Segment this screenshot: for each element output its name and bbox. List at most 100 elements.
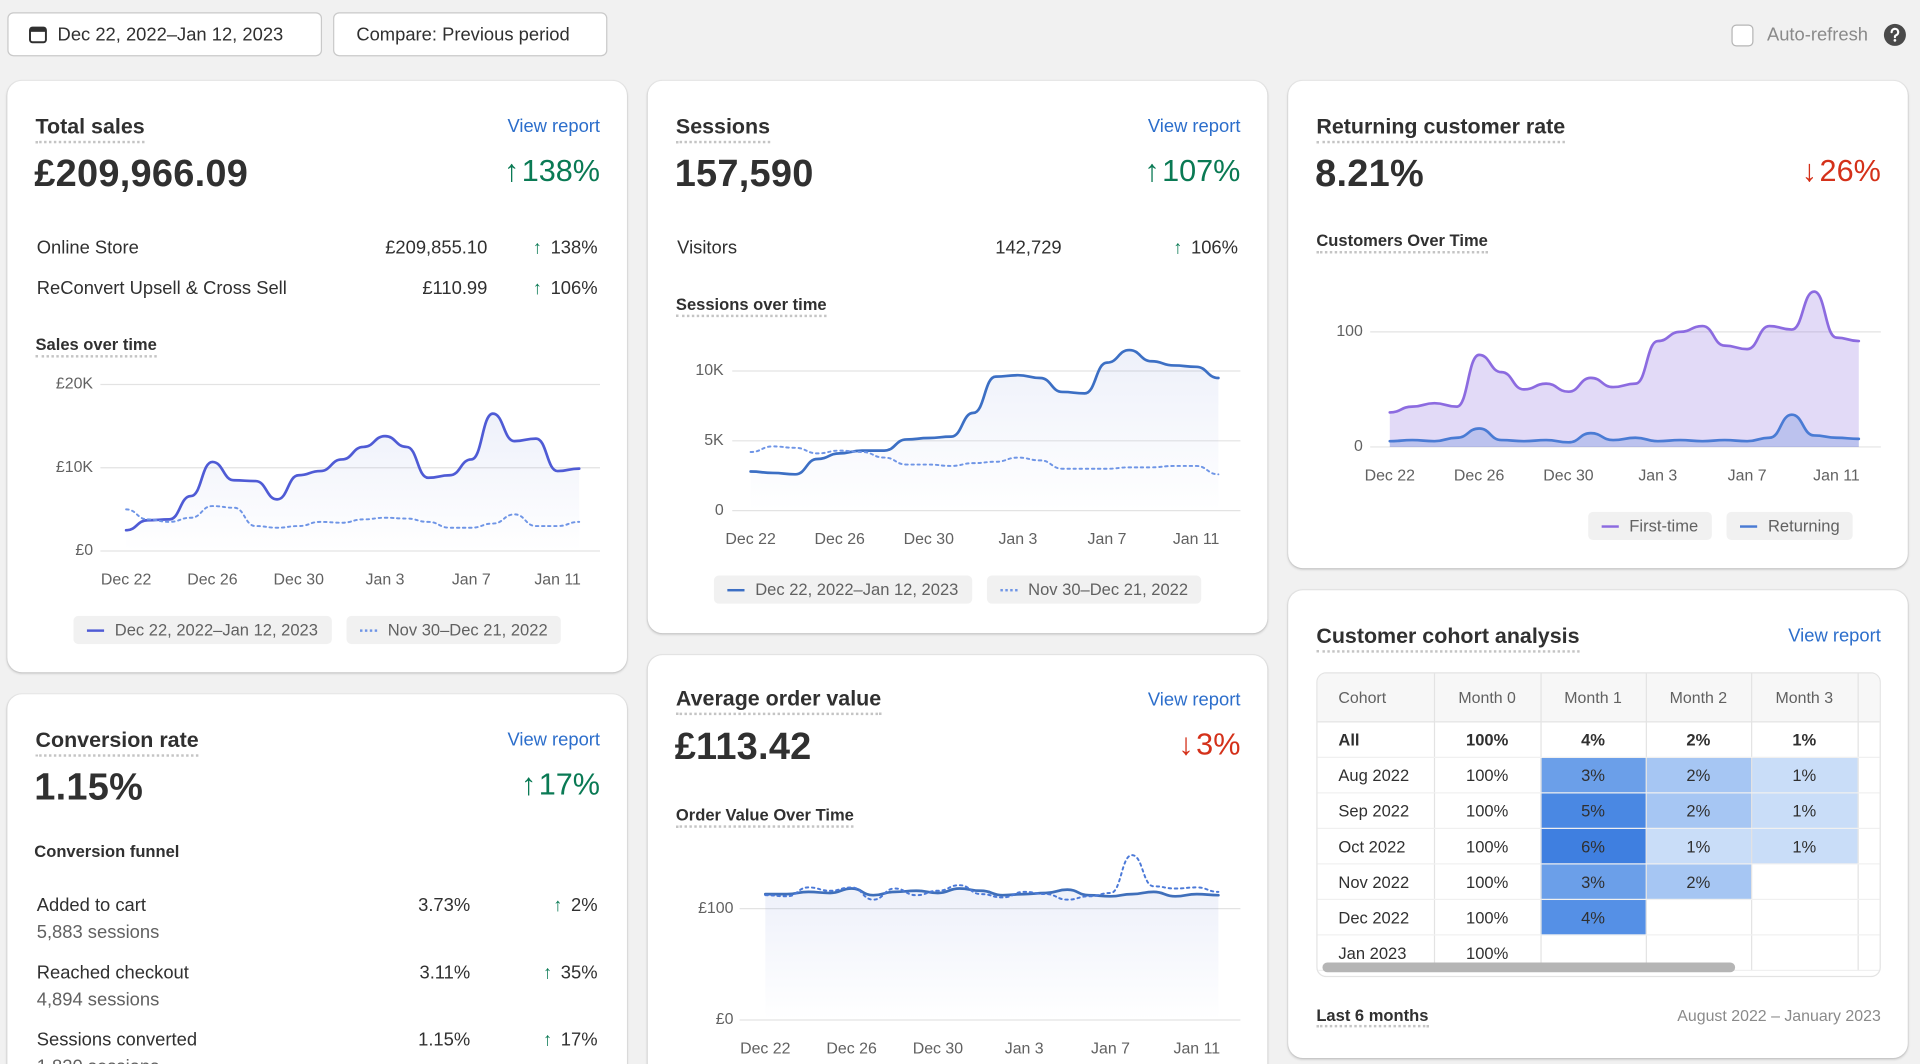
cohort-cell xyxy=(1751,863,1859,901)
scrollbar[interactable] xyxy=(1322,962,1736,973)
legend-swatch xyxy=(86,628,104,632)
legend-swatch xyxy=(727,588,745,591)
cohort-cell: Nov 2022 xyxy=(1317,863,1435,901)
funnel-rate: 1.15% xyxy=(418,1029,471,1051)
legend-label: First-time xyxy=(1629,516,1699,536)
legend-label: Dec 22, 2022–Jan 12, 2023 xyxy=(114,620,318,640)
funnel-change: 17% xyxy=(543,1030,598,1051)
view-report-link[interactable]: View report xyxy=(1788,625,1881,647)
legend: Dec 22, 2022–Jan 12, 2023 Nov 30–Dec 21, … xyxy=(7,615,627,645)
legend-label: Dec 22, 2022–Jan 12, 2023 xyxy=(755,580,959,599)
column-header: Cohort xyxy=(1317,673,1435,723)
compare-label: Compare: Previous period xyxy=(356,23,570,45)
chart-title: Sessions over time xyxy=(675,295,827,318)
cohort-row: All 100% 4% 2% 1% xyxy=(1317,721,1880,758)
breakdown-change: 138% xyxy=(533,238,598,259)
view-report-link[interactable]: View report xyxy=(1147,116,1241,138)
breakdown-value: 142,729 xyxy=(995,237,1062,259)
cohort-row: Nov 2022 100% 3% 2% xyxy=(1317,863,1880,901)
cohort-cell: 100% xyxy=(1433,721,1542,758)
auto-refresh-checkbox[interactable] xyxy=(1731,24,1754,47)
cohort-cell: 100% xyxy=(1433,863,1542,901)
column-header: Month 0 xyxy=(1433,673,1542,723)
cohort-cell: All xyxy=(1317,721,1435,758)
cohort-cell xyxy=(1645,899,1752,936)
cohort-cell: 100% xyxy=(1433,828,1542,865)
view-report-link[interactable]: View report xyxy=(1147,689,1241,711)
cohort-card: Customer cohort analysis View report Coh… xyxy=(1288,590,1908,1058)
legend-item: Returning xyxy=(1726,511,1854,541)
card-title: Customer cohort analysis xyxy=(1316,623,1580,653)
legend-item: First-time xyxy=(1587,511,1712,541)
funnel-change: 2% xyxy=(553,895,598,916)
cohort-cell: 100% xyxy=(1433,757,1542,794)
legend-item: Dec 22, 2022–Jan 12, 2023 xyxy=(73,615,332,645)
cohort-cell xyxy=(1857,792,1880,829)
cohort-cell: 2% xyxy=(1645,721,1752,758)
cohort-cell: 1% xyxy=(1751,721,1859,758)
funnel-label: Added to cart xyxy=(36,895,147,916)
metric-value: £209,966.09 xyxy=(34,151,249,195)
funnel-title: Conversion funnel xyxy=(34,842,180,861)
breakdown-value: £209,855.10 xyxy=(385,237,488,259)
total-sales-card: Total sales View report £209,966.09 138%… xyxy=(7,80,627,673)
compare-button[interactable]: Compare: Previous period xyxy=(333,12,608,57)
header-row: Cohort Month 0 Month 1 Month 2 Month 3 xyxy=(1317,673,1880,723)
view-report-link[interactable]: View report xyxy=(507,116,601,138)
cohort-cell xyxy=(1857,934,1880,972)
aov-card: Average order value View report £113.42 … xyxy=(647,655,1268,1064)
cohort-range: August 2022 – January 2023 xyxy=(1677,1006,1881,1025)
breakdown-label: ReConvert Upsell & Cross Sell xyxy=(36,277,287,299)
cohort-cell: 5% xyxy=(1540,792,1647,829)
cohort-cell xyxy=(1751,934,1859,972)
card-title: Conversion rate xyxy=(35,727,199,757)
legend-swatch xyxy=(359,628,377,632)
view-report-link[interactable]: View report xyxy=(507,729,601,751)
chart-title: Sales over time xyxy=(35,336,157,358)
breakdown-value: £110.99 xyxy=(422,277,488,299)
metric-value: 1.15% xyxy=(34,765,144,809)
metric-change: 138% xyxy=(504,154,600,190)
legend-item: Nov 30–Dec 21, 2022 xyxy=(986,575,1202,604)
card-title: Returning customer rate xyxy=(1316,114,1566,144)
help-icon[interactable] xyxy=(1883,23,1906,46)
legend: Dec 22, 2022–Jan 12, 2023 Nov 30–Dec 21, … xyxy=(648,575,1268,604)
cohort-table: Cohort Month 0 Month 1 Month 2 Month 3 All 100… xyxy=(1317,673,1880,972)
calendar-icon xyxy=(29,26,47,44)
chart-title: Order Value Over Time xyxy=(675,806,854,828)
cohort-period: Last 6 months xyxy=(1316,1007,1429,1028)
legend-swatch xyxy=(999,588,1018,591)
column-header: Month 3 xyxy=(1751,673,1859,723)
cohort-cell: 1% xyxy=(1751,828,1859,865)
cohort-cell: 100% xyxy=(1433,899,1542,936)
cohort-cell: 3% xyxy=(1540,863,1647,901)
funnel-label: Reached checkout xyxy=(36,962,189,984)
cohort-cell: 2% xyxy=(1645,863,1752,901)
legend-label: Nov 30–Dec 21, 2022 xyxy=(387,620,548,640)
cohort-cell: Dec 2022 xyxy=(1317,899,1435,936)
cohort-cell xyxy=(1857,899,1880,936)
column-header: Month 2 xyxy=(1645,673,1752,723)
cohort-cell xyxy=(1857,721,1880,758)
funnel-rate: 3.73% xyxy=(418,895,471,916)
cohort-cell: 2% xyxy=(1645,757,1752,794)
cohort-row: Oct 2022 100% 6% 1% 1% xyxy=(1317,828,1880,865)
metric-change: 26% xyxy=(1802,154,1881,190)
column-header xyxy=(1857,673,1880,723)
breakdown-label: Online Store xyxy=(36,237,139,259)
auto-refresh-label: Auto-refresh xyxy=(1766,24,1869,46)
funnel-sessions: 4,894 sessions xyxy=(36,989,160,1011)
returning-card: Returning customer rate 8.21% 26% Custom… xyxy=(1288,80,1908,569)
legend-item: Dec 22, 2022–Jan 12, 2023 xyxy=(713,575,972,604)
date-range: Dec 22, 2022–Jan 12, 2023 xyxy=(57,23,284,45)
breakdown-change: 106% xyxy=(1173,238,1238,259)
sessions-card: Sessions View report 157,590 107% Visito… xyxy=(647,80,1268,634)
cohort-cell: 2% xyxy=(1645,792,1752,829)
metric-value: 157,590 xyxy=(674,151,814,195)
date-range-button[interactable]: Dec 22, 2022–Jan 12, 2023 xyxy=(7,12,323,57)
cohort-cell: 1% xyxy=(1645,828,1752,865)
card-title: Average order value xyxy=(675,686,882,716)
cohort-cell xyxy=(1857,863,1880,901)
metric-change: 3% xyxy=(1178,727,1240,763)
